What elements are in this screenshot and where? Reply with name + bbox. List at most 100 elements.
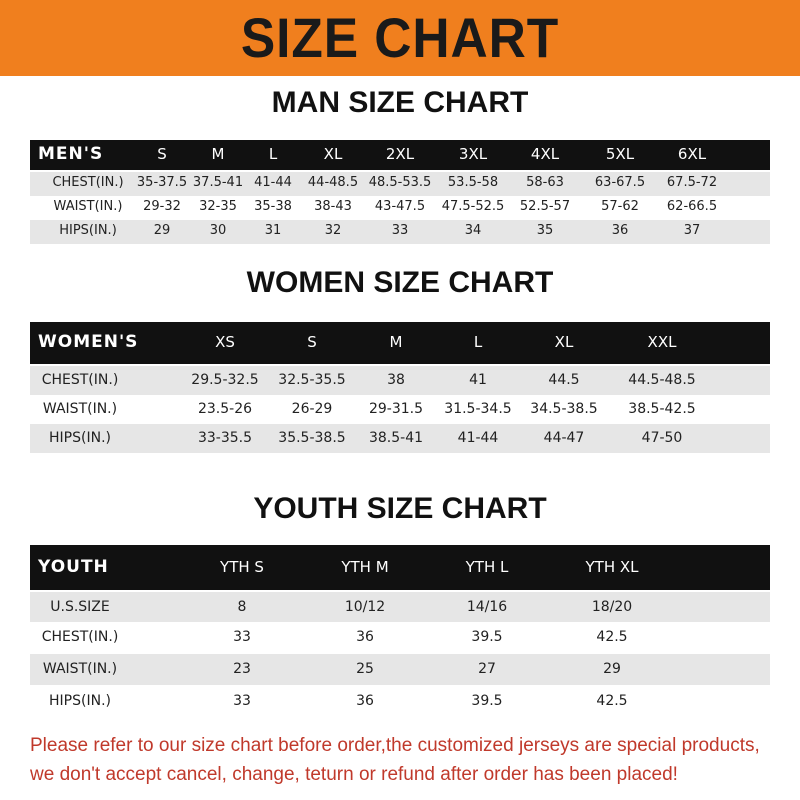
table-row [30, 592, 770, 623]
cell: 23.5-26 [197, 400, 253, 417]
table-header [30, 322, 770, 364]
cell: 32.5-35.5 [278, 371, 346, 388]
row-label: HIPS(IN.) [59, 223, 117, 238]
header-label: WOMEN'S [38, 332, 139, 352]
notice: we don't accept cancel, change, teturn o… [30, 764, 678, 785]
row-label: WAIST(IN.) [53, 199, 123, 214]
section-title: WOMEN SIZE CHART [246, 266, 554, 299]
cell: 29 [603, 660, 621, 677]
table-row [30, 654, 770, 685]
size-header: XS [215, 333, 235, 351]
cell: 57-62 [601, 199, 639, 214]
row-label: WAIST(IN.) [42, 660, 118, 677]
cell: 36 [611, 223, 629, 238]
cell: 35-38 [254, 199, 292, 214]
size-header: 4XL [530, 145, 560, 163]
cell: 37 [683, 223, 701, 238]
table-row [30, 220, 770, 244]
size-header: YTH M [341, 557, 389, 576]
size-header: 2XL [385, 145, 415, 163]
row-label: CHEST(IN.) [52, 175, 124, 190]
cell: 35.5-38.5 [278, 429, 346, 446]
cell: 23 [233, 660, 251, 677]
cell: 14/16 [466, 598, 508, 615]
cell: 38-43 [314, 199, 352, 214]
cell: 63-67.5 [594, 175, 646, 190]
cell: 29-32 [143, 199, 181, 214]
cell: 44.5-48.5 [628, 371, 696, 388]
table-row [30, 622, 770, 653]
size-header: 6XL [677, 145, 707, 163]
table-row [30, 686, 770, 717]
cell: 34 [464, 223, 482, 238]
cell: 33-35.5 [197, 429, 253, 446]
header-label: MEN'S [38, 144, 104, 164]
table-row [30, 366, 770, 395]
cell: 36 [356, 692, 374, 709]
section-title: MAN SIZE CHART [271, 86, 529, 119]
header-label: YOUTH [38, 556, 109, 577]
cell: 29-31.5 [368, 400, 424, 417]
cell: 18/20 [591, 598, 633, 615]
cell: 52.5-57 [519, 199, 571, 214]
cell: 48.5-53.5 [368, 175, 432, 190]
cell: 38 [387, 371, 405, 388]
cell: 29 [153, 223, 171, 238]
cell: 44.5 [548, 371, 580, 388]
cell: 35 [536, 223, 554, 238]
size-header: XL [554, 333, 574, 351]
table-header [30, 140, 770, 170]
cell: 67.5-72 [666, 175, 718, 190]
cell: 36 [356, 628, 374, 645]
cell: 38.5-41 [368, 429, 424, 446]
cell: 38.5-42.5 [628, 400, 696, 417]
cell: 39.5 [471, 628, 503, 645]
cell: 41-44 [254, 175, 292, 190]
cell: 58-63 [526, 175, 564, 190]
cell: 62-66.5 [666, 199, 718, 214]
row-label: HIPS(IN.) [49, 692, 111, 709]
size-header: M [211, 145, 225, 163]
table-row [30, 395, 770, 424]
size-header: XL [323, 145, 343, 163]
banner-title: SIZE CHART [240, 6, 560, 69]
cell: 32-35 [199, 199, 237, 214]
cell: 41 [469, 371, 487, 388]
size-header: 5XL [605, 145, 635, 163]
cell: 26-29 [291, 400, 333, 417]
cell: 42.5 [596, 628, 628, 645]
table-row [30, 196, 770, 220]
cell: 53.5-58 [447, 175, 499, 190]
cell: 10/12 [344, 598, 386, 615]
size-header: XXL [647, 333, 677, 351]
size-header: 3XL [458, 145, 488, 163]
cell: 47.5-52.5 [441, 199, 505, 214]
row-label: CHEST(IN.) [41, 371, 119, 388]
size-header: M [389, 333, 403, 351]
notice: Please refer to our size chart before or… [30, 735, 760, 756]
size-header: L [473, 333, 483, 351]
cell: 34.5-38.5 [530, 400, 598, 417]
size-header: S [157, 145, 167, 163]
cell: 37.5-41 [192, 175, 244, 190]
cell: 42.5 [596, 692, 628, 709]
cell: 47-50 [641, 429, 683, 446]
row-label: CHEST(IN.) [41, 628, 119, 645]
cell: 33 [233, 692, 251, 709]
size-header: YTH S [220, 557, 264, 576]
cell: 33 [391, 223, 409, 238]
cell: 35-37.5 [136, 175, 188, 190]
cell: 31.5-34.5 [444, 400, 512, 417]
cell: 44-48.5 [307, 175, 359, 190]
cell: 29.5-32.5 [191, 371, 259, 388]
cell: 27 [478, 660, 496, 677]
row-label: WAIST(IN.) [42, 400, 118, 417]
cell: 33 [233, 628, 251, 645]
cell: 8 [237, 598, 247, 615]
cell: 39.5 [471, 692, 503, 709]
table-header [30, 545, 770, 590]
cell: 31 [264, 223, 282, 238]
table-row [30, 424, 770, 453]
banner [0, 0, 800, 76]
